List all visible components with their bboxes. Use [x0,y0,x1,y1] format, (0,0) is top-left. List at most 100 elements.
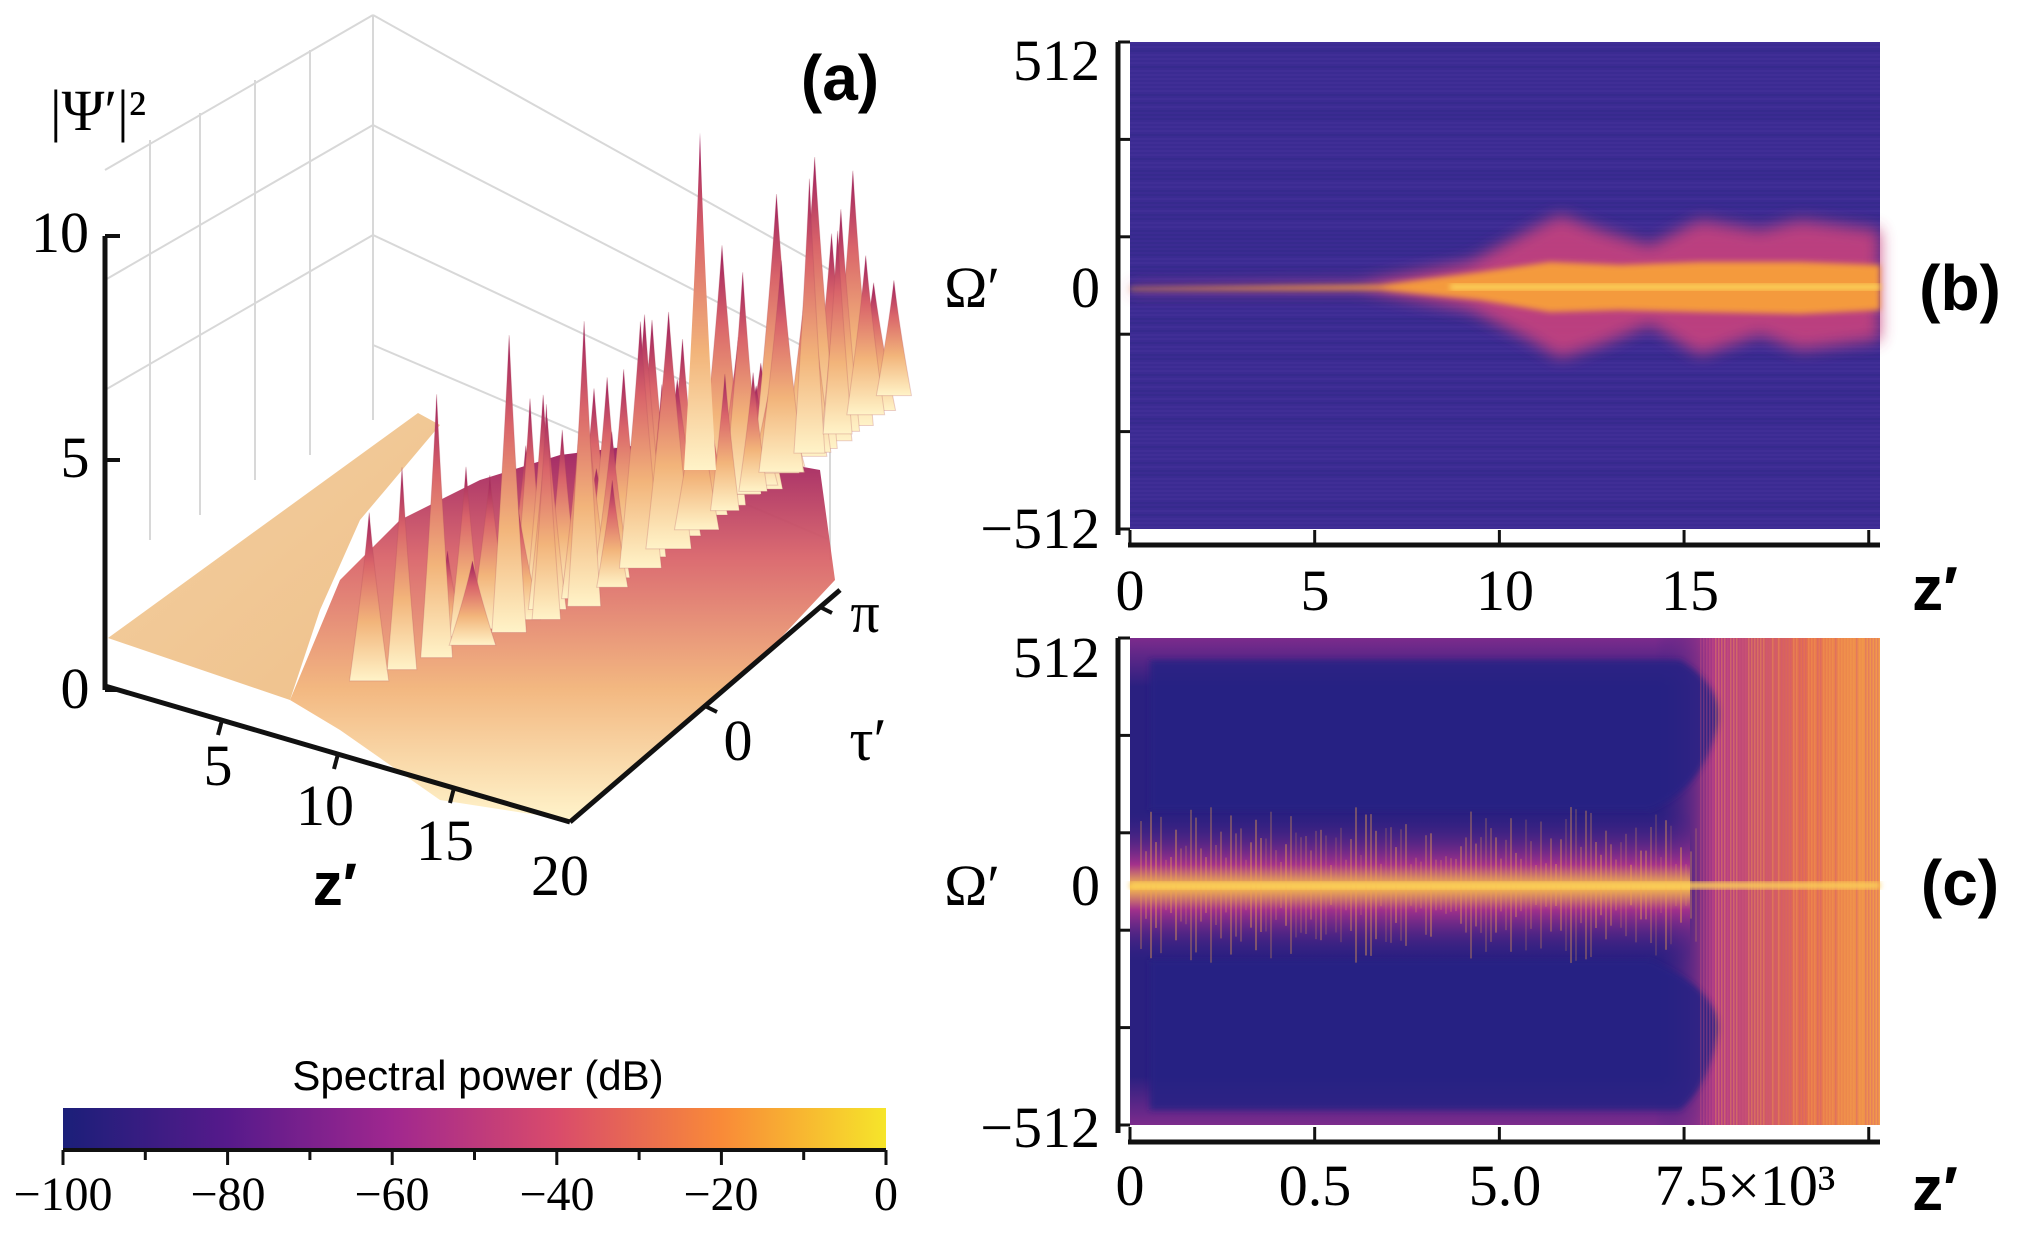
zprime-tick-label-15: 15 [416,808,474,873]
heatmap-b-xtick-15: 15 [1661,558,1719,623]
heatmap-b-stripe [1130,442,1880,444]
heatmap-b-stripe [1130,502,1880,504]
heatmap-b-stripe [1130,342,1880,344]
heatmap-c-noise-stripe [1859,638,1861,1125]
heatmap-c-noise-stripe [1841,638,1843,1125]
zprime-tick-label-20: 20 [531,843,589,908]
heatmap-b-stripe [1130,230,1880,232]
heatmap-b-stripe [1130,234,1880,236]
heatmap-b-stripe [1130,486,1880,488]
heatmap-b-xtick-10: 10 [1476,558,1534,623]
z-tick-label-0: 0 [61,656,90,721]
heatmap-c-noise-stripe [1745,638,1747,1125]
heatmap-c-noise-stripe [1823,638,1825,1125]
surface-peak [793,178,826,454]
heatmap-c-noise-stripe [1712,638,1714,1125]
heatmap-b-stripe [1130,218,1880,220]
heatmap-b-stripe [1130,382,1880,384]
heatmap-b-stripe [1130,118,1880,120]
heatmap-c-noise-stripe [1775,638,1777,1125]
heatmap-c-noise-stripe [1808,638,1810,1125]
heatmap-b-y-ticks [1118,40,1130,531]
zprime-axis-ticks [216,719,456,804]
heatmap-c-x-ticks [1128,1127,1871,1142]
heatmap-b-stripe [1130,206,1880,208]
heatmap-c-noise-stripe [1793,638,1795,1125]
heatmap-b-stripe [1130,330,1880,332]
heatmap-c-noise-stripe [1736,638,1738,1125]
heatmap-b-stripe [1130,170,1880,172]
heatmap-c-noise-stripe [1865,638,1867,1125]
heatmap-b-ytick-neg512: −512 [980,496,1100,561]
heatmap-c-noise-stripe [1721,638,1723,1125]
heatmap-b-stripe [1130,482,1880,484]
tau-tick-label-pi: π [850,580,879,645]
heatmap-c-noise-stripe [1763,638,1765,1125]
heatmap-b-stripe [1130,474,1880,476]
heatmap-b-stripe [1130,498,1880,500]
colorbar-gradient [63,1108,886,1148]
zprime-tick-label-10: 10 [296,773,354,838]
panel-c-heatmap: 512 0 −512 Ω′ 0 0.5 5.0 7.5×10³ z′ (c) [944,625,1999,1224]
heatmap-c-noise-stripe [1787,638,1789,1125]
heatmap-b-stripe [1130,506,1880,508]
heatmap-b-stripe [1130,410,1880,412]
heatmap-b-stripe [1130,50,1880,52]
heatmap-c-y-ticks [1118,636,1130,1127]
z-tick-label-10: 10 [31,200,89,265]
heatmap-c-noise-stripe [1733,638,1735,1125]
surface-peak [348,512,390,682]
heatmap-b-stripe [1130,202,1880,204]
heatmap-b-stripe [1130,82,1880,84]
heatmap-b-stripe [1130,238,1880,240]
heatmap-c-xtick-7.5e3: 7.5×10³ [1655,1153,1836,1218]
heatmap-b-stripe [1130,194,1880,196]
heatmap-b-stripe [1130,78,1880,80]
heatmap-b-stripe [1130,522,1880,524]
heatmap-b-stripe [1130,86,1880,88]
heatmap-b-stripe [1130,418,1880,420]
heatmap-b-stripe [1130,446,1880,448]
heatmap-b-stripe [1130,122,1880,124]
heatmap-c-noise-stripe [1751,638,1753,1125]
surface-peak [846,255,886,416]
heatmap-b-stripe [1130,110,1880,112]
heatmap-b-stripe [1130,182,1880,184]
heatmap-b-xlabel: z′ [1912,555,1958,624]
heatmap-b-stripe [1130,526,1880,528]
heatmap-c-noise-stripe [1739,638,1741,1125]
heatmap-c-ytick-512: 512 [1013,625,1100,690]
surface-peak [709,373,740,512]
heatmap-c-noise-stripe [1799,638,1801,1125]
heatmap-c-noise-stripe [1748,638,1750,1125]
heatmap-b-stripe [1130,390,1880,392]
heatmap-c-noise-stripe [1700,638,1702,1125]
colorbar-tick-neg40: −40 [519,1168,594,1221]
heatmap-c-noise-stripe [1853,638,1855,1125]
heatmap-c-noise-stripe [1805,638,1807,1125]
heatmap-b-stripe [1130,434,1880,436]
panel-a-surface-plot: 0 5 10 |Ψ′|² 5 10 15 20 z′ 0 π τ′ (a) [31,14,913,918]
heatmap-c-noise-stripe [1838,638,1840,1125]
heatmap-c-noise-stripe [1703,638,1705,1125]
heatmap-b-stripe [1130,466,1880,468]
heatmap-c-noise-stripe [1766,638,1768,1125]
heatmap-b-stripe [1130,394,1880,396]
heatmap-c-noise-stripe [1784,638,1786,1125]
heatmap-b-stripe [1130,366,1880,368]
heatmap-b-stripe [1130,46,1880,48]
zprime-tick-label-5: 5 [204,733,233,798]
heatmap-b-stripe [1130,354,1880,356]
heatmap-c-noise-stripe [1718,638,1720,1125]
heatmap-c-noise-stripe [1769,638,1771,1125]
heatmap-c-noise-stripe [1715,638,1717,1125]
heatmap-b-stripe [1130,470,1880,472]
heatmap-b-stripe [1130,166,1880,168]
heatmap-c-xlabel: z′ [1912,1155,1958,1224]
heatmap-b-stripe [1130,74,1880,76]
heatmap-b-stripe [1130,98,1880,100]
colorbar-title: Spectral power (dB) [292,1052,663,1099]
heatmap-c-noise-stripe [1742,638,1744,1125]
heatmap-c-noise-stripe [1781,638,1783,1125]
heatmap-c-noise-stripe [1754,638,1756,1125]
